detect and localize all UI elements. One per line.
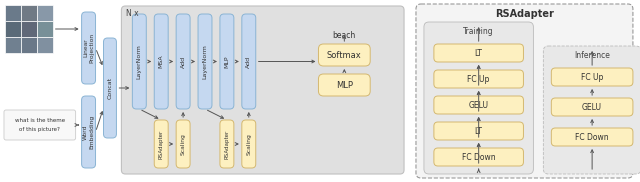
Bar (37, 5, 52, 21)
Bar (5, 5, 21, 21)
FancyBboxPatch shape (198, 14, 212, 109)
Text: Word
Embedding: Word Embedding (83, 115, 94, 149)
Text: Add: Add (246, 56, 252, 68)
FancyBboxPatch shape (220, 14, 234, 109)
FancyBboxPatch shape (434, 148, 524, 166)
FancyBboxPatch shape (154, 14, 168, 109)
Text: FC Down: FC Down (462, 153, 495, 161)
FancyBboxPatch shape (176, 120, 190, 168)
FancyBboxPatch shape (104, 38, 116, 138)
Text: MLP: MLP (336, 80, 353, 90)
Text: MLP: MLP (225, 55, 229, 68)
Text: beach: beach (333, 31, 356, 41)
Bar (5, 37, 21, 53)
FancyBboxPatch shape (242, 120, 256, 168)
Bar (37, 37, 52, 53)
Text: FC Up: FC Up (581, 72, 604, 82)
Text: Linear
Projection: Linear Projection (83, 33, 94, 63)
FancyBboxPatch shape (242, 14, 256, 109)
Text: GELU: GELU (468, 100, 489, 110)
Text: Scaling: Scaling (246, 133, 252, 155)
Text: Training: Training (463, 27, 494, 35)
FancyBboxPatch shape (434, 122, 524, 140)
Text: what is the theme: what is the theme (15, 118, 65, 124)
FancyBboxPatch shape (543, 46, 640, 174)
Text: Add: Add (180, 56, 186, 68)
Bar (37, 21, 52, 37)
Text: Inference: Inference (574, 50, 610, 60)
Text: Concat: Concat (108, 77, 113, 99)
FancyBboxPatch shape (220, 120, 234, 168)
Bar (5, 21, 21, 37)
FancyBboxPatch shape (176, 14, 190, 109)
Text: RSAdapter: RSAdapter (495, 9, 554, 19)
FancyBboxPatch shape (319, 74, 370, 96)
FancyBboxPatch shape (82, 12, 95, 84)
Text: Scaling: Scaling (180, 133, 186, 155)
FancyBboxPatch shape (132, 14, 147, 109)
FancyBboxPatch shape (434, 44, 524, 62)
FancyBboxPatch shape (551, 128, 633, 146)
Text: N x: N x (126, 9, 139, 19)
FancyBboxPatch shape (551, 98, 633, 116)
FancyBboxPatch shape (154, 120, 168, 168)
Bar (21, 37, 37, 53)
Text: LT: LT (475, 48, 483, 58)
FancyBboxPatch shape (122, 6, 404, 174)
Bar (21, 5, 37, 21)
FancyBboxPatch shape (434, 96, 524, 114)
Text: MSA: MSA (159, 55, 164, 68)
Text: FC Up: FC Up (467, 74, 490, 84)
Text: of this picture?: of this picture? (19, 128, 60, 132)
FancyBboxPatch shape (319, 44, 370, 66)
Text: LayerNorm: LayerNorm (137, 44, 142, 79)
Bar (21, 21, 37, 37)
FancyBboxPatch shape (434, 70, 524, 88)
Text: RSAdapter: RSAdapter (159, 129, 164, 159)
Text: GELU: GELU (582, 102, 602, 112)
FancyBboxPatch shape (4, 110, 76, 140)
Text: LayerNorm: LayerNorm (202, 44, 207, 79)
Text: FC Down: FC Down (575, 132, 609, 141)
Text: RSAdapter: RSAdapter (225, 129, 229, 159)
FancyBboxPatch shape (82, 96, 95, 168)
Text: Softmax: Softmax (327, 50, 362, 60)
FancyBboxPatch shape (551, 68, 633, 86)
FancyBboxPatch shape (416, 4, 633, 178)
Text: LT: LT (475, 126, 483, 136)
FancyBboxPatch shape (424, 22, 533, 174)
